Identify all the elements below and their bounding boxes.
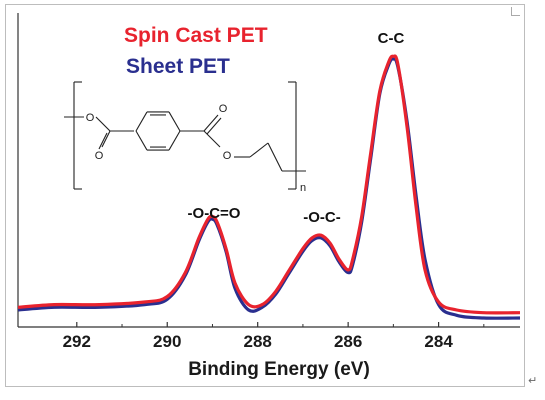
- x-tick-label: 290: [153, 332, 181, 351]
- peak-label: C-C: [378, 30, 405, 47]
- bond: [95, 116, 111, 132]
- series-line-sheet-pet: [17, 57, 521, 320]
- x-tick-label: 288: [244, 332, 272, 351]
- peak-label: -O-C-: [303, 209, 341, 226]
- series-layer: [17, 54, 521, 320]
- paragraph-return-mark: ↵: [528, 374, 538, 387]
- x-tick-label: 286: [334, 332, 362, 351]
- figure-frame: 292 290 288 286 284 Binding Energy (eV) Spin …: [5, 4, 525, 387]
- series-line-spin-cast-pet: [17, 54, 521, 315]
- x-axis-title: Binding Energy (eV): [188, 359, 370, 380]
- ring-bond: [135, 130, 148, 151]
- ring-bond: [168, 130, 181, 151]
- chain-bond: [249, 142, 269, 158]
- oxygen-label: O: [219, 103, 228, 115]
- legend-label: Spin Cast PET: [124, 24, 268, 47]
- xps-chart: 292 290 288 286 284 Binding Energy (eV) Spin …: [17, 13, 521, 380]
- carbonyl-bond: [206, 117, 222, 135]
- oxygen-label: O: [95, 150, 104, 162]
- peak-annotations: C-C -O-C=O -O-C-: [188, 30, 405, 226]
- carbonyl-bond: [98, 132, 108, 150]
- oxygen-label: O: [86, 112, 95, 124]
- legend: Spin Cast PET Sheet PET: [124, 24, 268, 78]
- axes: [17, 13, 520, 328]
- peak-label: -O-C=O: [188, 205, 241, 222]
- corner-marker: [511, 7, 520, 16]
- ring-bond: [135, 111, 148, 132]
- repeat-subscript: n: [300, 182, 306, 194]
- legend-label: Sheet PET: [126, 55, 230, 78]
- chain-bond: [267, 142, 283, 172]
- carbonyl-bond: [203, 114, 219, 132]
- oxygen-label: O: [223, 150, 232, 162]
- x-tick-label: 292: [63, 332, 91, 351]
- bond: [203, 130, 221, 148]
- ticks-layer: 292 290 288 286 284 Binding Energy (eV): [63, 322, 485, 380]
- ring-bond: [168, 111, 181, 132]
- carbonyl-bond: [101, 130, 111, 148]
- pet-structure-inset: n O O O O: [64, 81, 306, 194]
- x-tick-label: 284: [424, 332, 453, 351]
